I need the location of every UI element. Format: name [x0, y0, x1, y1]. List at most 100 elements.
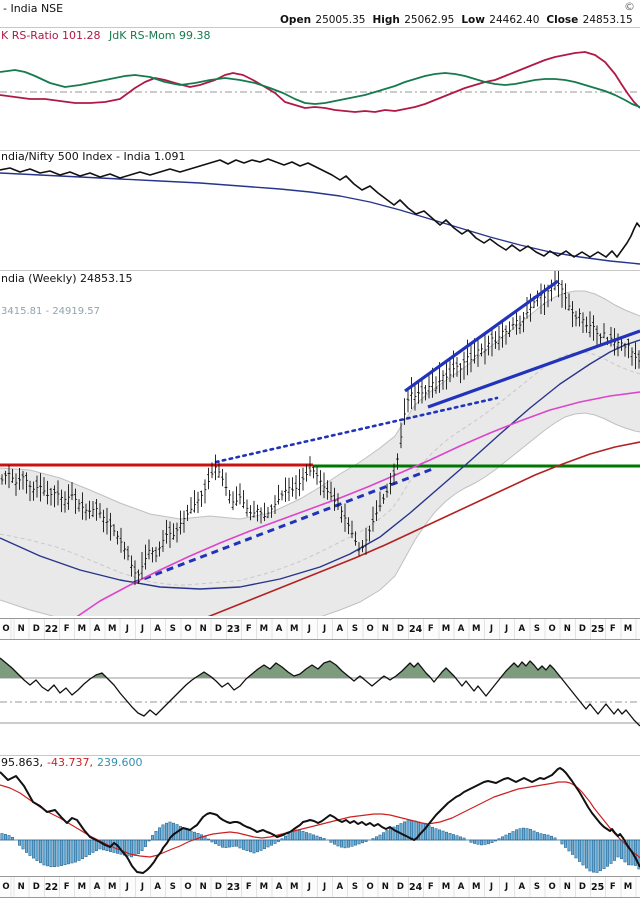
macd-panel-label: 95.863, -43.737, 239.600 [1, 757, 142, 769]
macd-signal-line [0, 781, 640, 859]
date-axis: O N D 22 F M A M J J A S O N D 23 F M A M J J A S O N D 24 F M A M J J A S O… [0, 618, 640, 640]
ma-crimson [207, 441, 640, 616]
axis-month-label: A [457, 882, 465, 892]
ma-magenta [76, 391, 640, 616]
axis-month-label: F [245, 624, 252, 634]
close-label: Close [546, 14, 579, 26]
axis-month-label: M [472, 624, 481, 634]
high-quote: High 25062.95 [373, 14, 455, 26]
axis-month-label: N [17, 624, 25, 634]
axis-month-label: M [107, 882, 117, 892]
axis-month-label: M [441, 624, 451, 634]
axis-month-label: S [533, 882, 540, 892]
close-value: 24853.15 [582, 14, 633, 26]
copyright-icon: © [624, 0, 635, 13]
axis-year-label: 25 [591, 624, 605, 635]
axis-month-label: D [578, 624, 586, 634]
axis-month-label: O [366, 624, 374, 634]
oscillator-line [0, 657, 640, 727]
axis-month-label: S [169, 882, 176, 892]
axis-month-label: S [169, 624, 176, 634]
oscillator-panel [0, 657, 640, 727]
axis-month-label: J [307, 624, 311, 634]
axis-year-label: 22 [44, 882, 59, 893]
axis-month-label: A [275, 624, 283, 634]
panel-divider [0, 755, 640, 756]
ratio-ma-line [0, 172, 640, 265]
macd-main-value: 95.863, [1, 756, 43, 769]
rs-mom-value: JdK RS-Mom 99.38 [109, 29, 211, 42]
axis-month-label: O [184, 624, 192, 634]
rs-ratio-panel [0, 51, 640, 113]
axis-month-label: A [93, 624, 101, 634]
price-panel-label: ndia (Weekly) 24853.15 [1, 272, 133, 285]
band-lower-edge [0, 412, 640, 616]
symbol-title: - India NSE [3, 2, 64, 15]
axis-month-label: D [214, 882, 222, 892]
axis-month-label: M [259, 882, 269, 892]
axis-month-label: J [505, 882, 509, 892]
open-label: Open [280, 14, 312, 26]
jdk-rs-mom-line [0, 69, 640, 108]
axis-month-label: F [427, 882, 434, 892]
axis-month-label: J [140, 882, 145, 892]
ma-40-week [0, 339, 640, 590]
macd-signal-value: -43.737, [47, 756, 93, 769]
axis-month-label: F [609, 882, 616, 892]
open-value: 25005.35 [315, 14, 366, 26]
axis-month-label: N [563, 882, 571, 892]
axis-month-label: J [489, 882, 494, 892]
axis-month-label: O [2, 624, 10, 634]
jdk-rs-ratio-line [0, 51, 640, 113]
axis-month-label: A [93, 882, 101, 892]
axis-month-label: O [548, 882, 556, 892]
axis-month-label: J [307, 882, 311, 892]
band-upper-edge [0, 290, 640, 520]
axis-month-label: M [472, 882, 481, 892]
panel-divider [0, 150, 640, 151]
ratio-panel [0, 158, 640, 265]
low-quote: Low 24462.40 [461, 14, 539, 26]
bollinger-band [0, 291, 640, 616]
axis-month-label: M [441, 882, 451, 892]
axis-month-label: S [351, 624, 358, 634]
trendline-dashed [132, 466, 436, 585]
panel-divider [0, 270, 640, 271]
panel-divider [0, 27, 640, 28]
close-quote: Close 24853.15 [546, 14, 632, 26]
wedge-upper-trendline [404, 279, 559, 393]
axis-month-label: A [518, 882, 526, 892]
axis-year-label: 23 [226, 624, 241, 635]
ratio-line [0, 158, 640, 258]
axis-year-label: 25 [591, 882, 605, 893]
axis-month-label: D [578, 882, 586, 892]
axis-month-label: M [77, 882, 87, 892]
axis-month-label: N [381, 882, 389, 892]
macd-main-line [0, 767, 640, 874]
axis-month-label: F [63, 882, 70, 892]
axis-month-label: O [548, 624, 556, 634]
high-label: High [372, 14, 400, 26]
bollinger-range-label: 3415.81 - 24919.57 [1, 306, 101, 317]
macd-histogram [0, 819, 640, 873]
open-quote: Open 25005.35 [280, 14, 366, 26]
axis-month-label: O [184, 882, 192, 892]
axis-month-label: A [336, 882, 344, 892]
axis-month-label: M [289, 624, 299, 634]
axis-month-label: J [489, 624, 494, 634]
axis-year-label: 23 [226, 882, 241, 893]
rs-ratio-value: K RS-Ratio 101.28 [1, 29, 101, 42]
macd-panel [0, 767, 640, 874]
axis-month-label: D [32, 882, 40, 892]
axis-month-label: J [125, 882, 129, 892]
price-bars [0, 271, 640, 586]
axis-month-label: N [199, 882, 207, 892]
axis-month-label: D [396, 882, 404, 892]
axis-month-label: N [381, 624, 389, 634]
date-axis: O N D 22 F M A M J J A S O N D 23 F M A M J J A S O N D 24 F M A M J J A S O… [0, 876, 640, 898]
axis-month-label: M [623, 624, 633, 634]
axis-month-label: J [505, 624, 509, 634]
axis-month-label: A [154, 624, 161, 634]
axis-month-label: J [140, 624, 145, 634]
